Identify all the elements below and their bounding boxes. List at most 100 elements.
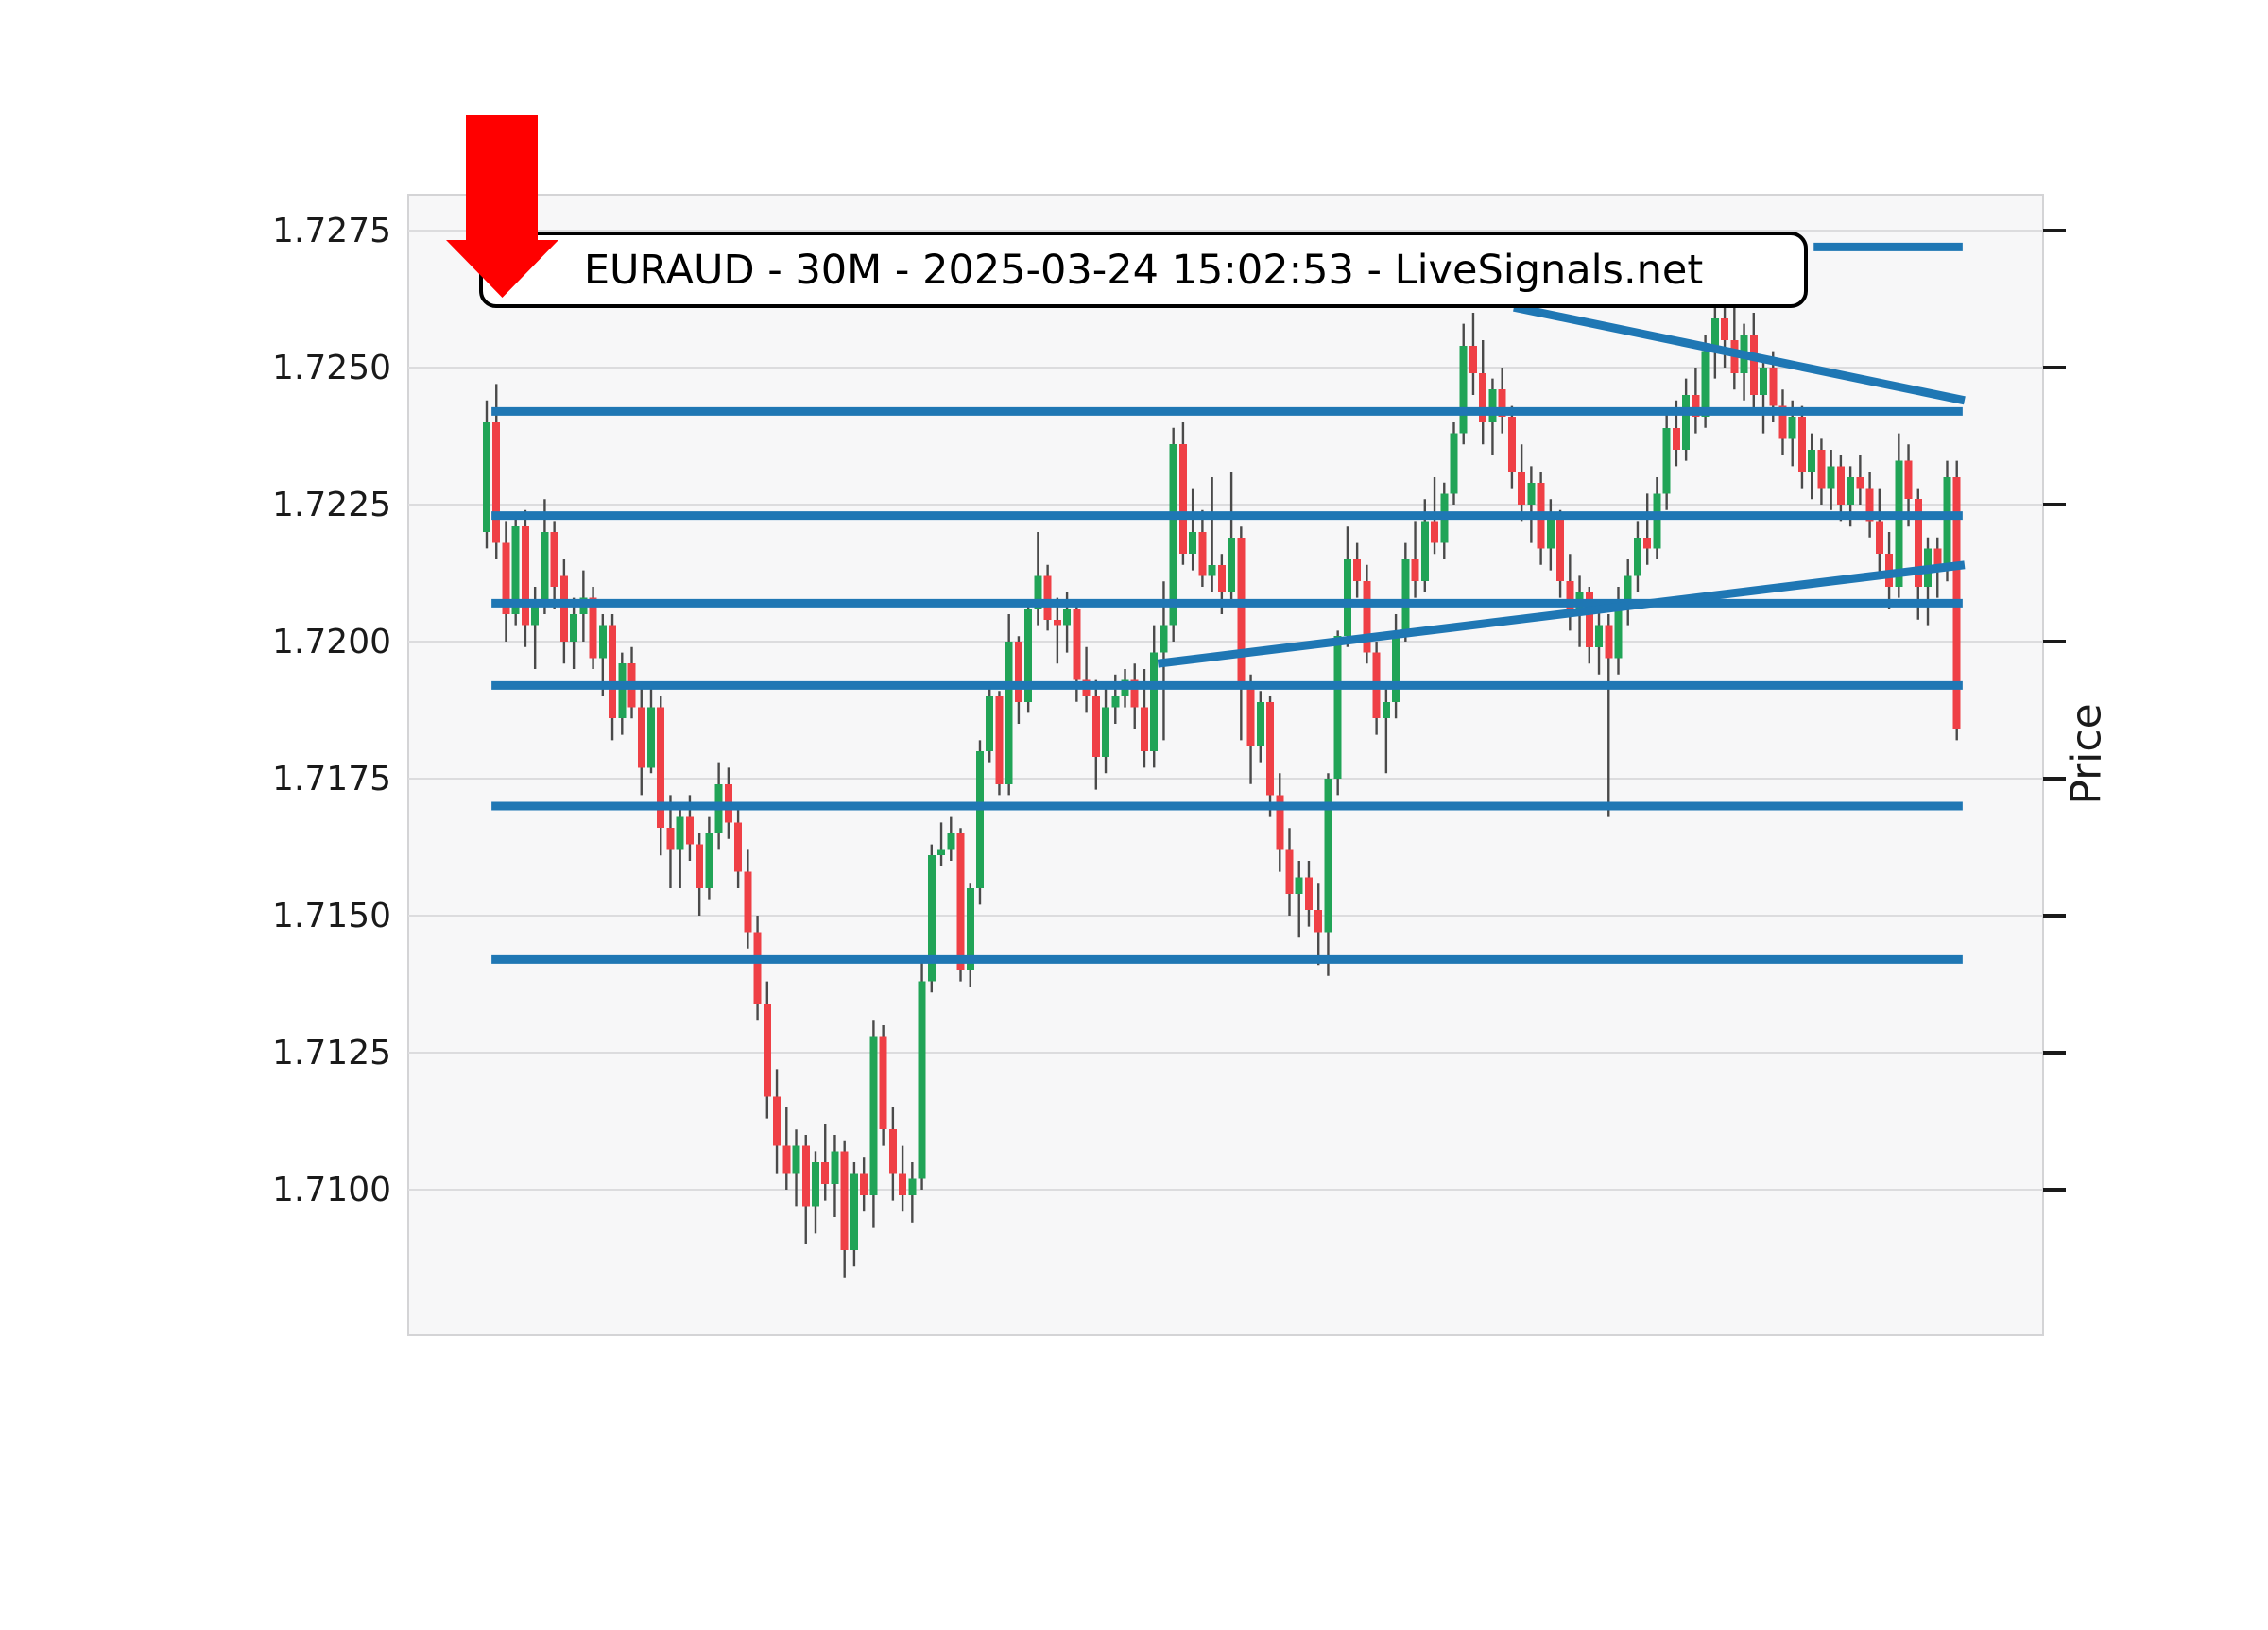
candle-body-up xyxy=(1382,701,1390,719)
candle xyxy=(801,1135,810,1244)
candle-body-down xyxy=(1043,575,1052,620)
candle xyxy=(1266,696,1275,817)
candle xyxy=(947,816,955,861)
candle-body-up xyxy=(831,1151,839,1185)
candle-body-up xyxy=(1111,696,1120,708)
candle-body-down xyxy=(1556,515,1565,582)
candle xyxy=(1208,477,1216,592)
candle xyxy=(986,685,994,763)
candle xyxy=(1808,433,1816,500)
candle-body-up xyxy=(1063,609,1072,626)
candle-body-up xyxy=(1189,532,1197,555)
chart-title: EURAUD - 30M - 2025-03-24 15:02:53 - Liv… xyxy=(583,246,1704,294)
candle xyxy=(511,515,520,626)
candle-body-down xyxy=(696,844,704,888)
candle-body-up xyxy=(1228,537,1236,592)
candle-body-down xyxy=(1053,619,1061,626)
candle xyxy=(1295,861,1303,938)
candle-body-down xyxy=(1246,685,1255,746)
candle-body-up xyxy=(1788,417,1796,439)
candle-body-up xyxy=(705,833,713,888)
candle xyxy=(1198,509,1207,587)
candle-body-down xyxy=(1933,548,1942,571)
candle-body-up xyxy=(1024,609,1033,702)
candle xyxy=(792,1129,800,1207)
candle xyxy=(899,1145,907,1212)
candle-body-up xyxy=(1546,515,1555,549)
candle-body-down xyxy=(1411,559,1419,582)
candle xyxy=(1856,455,1864,505)
y-axis: 1.7275 1.7250 1.7225 1.7200 1.7175 1.7150 1.71… xyxy=(272,212,2066,1210)
candle-body-down xyxy=(1836,466,1845,505)
candle-body-down xyxy=(1266,701,1275,796)
candle xyxy=(1304,861,1313,927)
candle-body-up xyxy=(811,1162,819,1207)
candle-body-up xyxy=(937,849,946,856)
candle-body-down xyxy=(1817,450,1826,489)
candle xyxy=(559,559,568,664)
candle-body-up xyxy=(792,1145,800,1174)
candle-body-down xyxy=(502,542,510,614)
candle-body-up xyxy=(1343,559,1351,637)
candle-body-up xyxy=(1034,575,1042,609)
candle xyxy=(1228,472,1236,604)
candle-body-up xyxy=(1324,779,1332,933)
candle-body-up xyxy=(1169,444,1177,626)
candle-body-up xyxy=(1005,642,1013,784)
candle-body-up xyxy=(1459,345,1468,434)
candle xyxy=(1595,609,1604,675)
candle xyxy=(1817,438,1826,505)
candle-body-down xyxy=(492,422,501,543)
candle-body-down xyxy=(1304,877,1313,911)
candle-body-down xyxy=(637,707,645,768)
candle-body-down xyxy=(1217,564,1226,592)
candle xyxy=(1778,389,1787,455)
candle-body-down xyxy=(1014,642,1022,702)
candle-body-down xyxy=(888,1129,897,1174)
candle-body-up xyxy=(1895,460,1903,587)
candle xyxy=(1692,368,1700,434)
candle xyxy=(821,1124,830,1201)
candle xyxy=(570,597,578,669)
trendline xyxy=(1513,302,1966,405)
candle xyxy=(869,1020,878,1228)
candle-body-up xyxy=(869,1036,878,1195)
candle xyxy=(1507,405,1516,489)
candle xyxy=(995,691,1004,796)
candle-body-up xyxy=(511,526,520,614)
candle xyxy=(1091,679,1100,790)
candle xyxy=(502,521,510,642)
candle-body-down xyxy=(657,707,665,829)
candle-body-down xyxy=(899,1173,907,1195)
candle xyxy=(1256,691,1264,763)
candle xyxy=(1150,625,1159,768)
y-tick-label: 1.7150 xyxy=(272,897,391,935)
candle-body-down xyxy=(1856,477,1864,489)
candle xyxy=(1450,422,1458,505)
candle-body-up xyxy=(1847,477,1855,505)
candle xyxy=(1710,301,1719,379)
candle-body-up xyxy=(1653,493,1661,549)
candle xyxy=(1943,460,1951,582)
candle xyxy=(1014,636,1022,724)
candle-body-up xyxy=(1808,450,1816,472)
candle xyxy=(1246,674,1255,784)
candle-body-up xyxy=(947,833,955,850)
candle xyxy=(609,614,617,741)
candle-body-up xyxy=(1943,477,1951,571)
candle-body-down xyxy=(1914,499,1922,587)
candle xyxy=(1479,340,1487,445)
candle-body-up xyxy=(1450,433,1458,494)
candle-body-down xyxy=(1091,696,1100,757)
candle xyxy=(1411,521,1419,598)
candle-body-up xyxy=(1701,351,1710,418)
candle-body-down xyxy=(1498,389,1506,418)
candle-body-up xyxy=(1150,652,1159,751)
candle xyxy=(1488,378,1497,455)
candle-body-down xyxy=(773,1096,782,1146)
candle xyxy=(840,1140,849,1278)
candle-body-down xyxy=(1285,849,1294,894)
candle xyxy=(1169,427,1177,642)
candle-body-up xyxy=(1208,564,1216,576)
